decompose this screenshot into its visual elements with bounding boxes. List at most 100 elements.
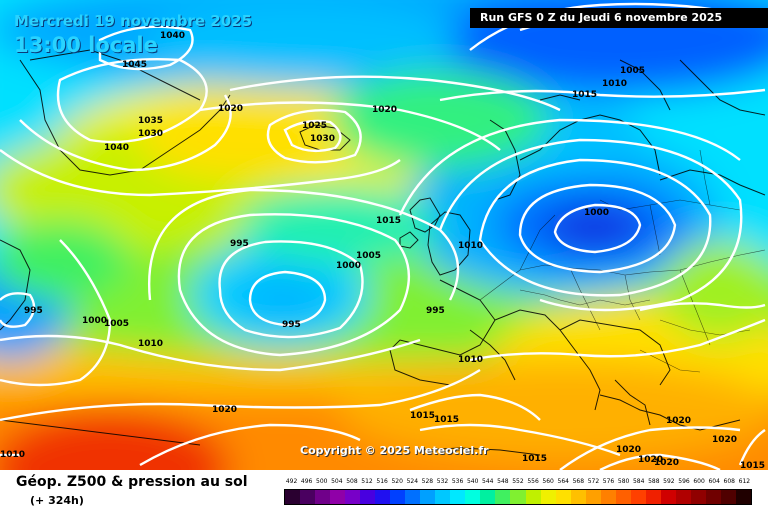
color-scale-swatch bbox=[585, 490, 601, 504]
isobar-label: 1005 bbox=[356, 251, 381, 261]
color-scale-label: 524 bbox=[406, 478, 419, 485]
color-scale-label: 608 bbox=[723, 478, 735, 485]
color-scale-swatch bbox=[375, 490, 391, 504]
color-scale-swatch bbox=[435, 490, 451, 504]
copyright-notice: Copyright © 2025 Meteociel.fr bbox=[300, 444, 489, 457]
color-scale-label: 572 bbox=[587, 478, 600, 485]
isobar-label: 1030 bbox=[310, 134, 335, 144]
isobar-label: 1010 bbox=[138, 339, 163, 349]
color-scale-swatch bbox=[720, 490, 736, 504]
color-scale-swatch bbox=[480, 490, 496, 504]
color-scale-swatch bbox=[465, 490, 481, 504]
color-scale-label: 580 bbox=[617, 478, 630, 485]
color-scale-label: 612 bbox=[738, 478, 751, 485]
country-borders bbox=[479, 149, 766, 373]
isobar-label: 1015 bbox=[740, 461, 765, 470]
isobar-label: 1020 bbox=[654, 458, 679, 468]
color-scale-label: 556 bbox=[527, 478, 539, 485]
isobar-label: 1020 bbox=[666, 416, 691, 426]
isobar-label: 1020 bbox=[638, 455, 663, 465]
color-scale-swatch bbox=[450, 490, 466, 504]
color-scale-labels: 492 496 500 504 508 512 516 520 524 528 532 536 540 5… bbox=[284, 478, 752, 488]
color-scale-label: 532 bbox=[436, 478, 449, 485]
color-scale-swatch bbox=[330, 490, 346, 504]
color-scale-swatch bbox=[630, 490, 646, 504]
isobar-label: 1040 bbox=[160, 31, 185, 41]
color-scale-label: 544 bbox=[482, 478, 494, 485]
color-scale-swatch bbox=[510, 490, 526, 504]
isobar-label: 1020 bbox=[372, 105, 397, 115]
forecast-date: Mercredi 19 novembre 2025 bbox=[14, 12, 253, 30]
isobar-label: 1020 bbox=[616, 445, 641, 455]
color-scale-label: 540 bbox=[466, 478, 479, 485]
isobar-label: 1005 bbox=[104, 319, 129, 329]
color-scale-label: 600 bbox=[693, 478, 705, 485]
color-scale-swatch bbox=[345, 490, 361, 504]
color-scale-label: 560 bbox=[542, 478, 554, 485]
color-scale-swatch bbox=[360, 490, 376, 504]
color-scale-swatch bbox=[570, 490, 586, 504]
isobar-label: 1000 bbox=[584, 208, 609, 218]
isobar-label: 1020 bbox=[712, 435, 737, 445]
isobar-label: 1005 bbox=[620, 66, 645, 76]
color-scale-label: 548 bbox=[497, 478, 509, 485]
isobar-labels: 1040 1045 1035 1030 1040 1020 1025 1030 … bbox=[0, 31, 765, 470]
isobar-label: 1015 bbox=[572, 90, 597, 100]
color-scale-label: 596 bbox=[678, 478, 690, 485]
color-scale-swatch bbox=[540, 490, 556, 504]
color-scale-label: 564 bbox=[557, 478, 569, 485]
isobar-label: 1035 bbox=[138, 116, 163, 126]
color-scale-swatch bbox=[285, 490, 301, 504]
color-scale-swatch bbox=[405, 490, 421, 504]
color-scale-label: 512 bbox=[361, 478, 373, 485]
color-scale-label: 496 bbox=[300, 478, 313, 485]
color-scale-label: 576 bbox=[602, 478, 615, 485]
isobar-label: 1000 bbox=[82, 316, 107, 326]
color-scale-swatch bbox=[645, 490, 661, 504]
isobar-label: 1010 bbox=[0, 450, 25, 460]
color-scale-label: 516 bbox=[376, 478, 388, 485]
color-scale-swatch bbox=[525, 490, 541, 504]
isobar-label: 1020 bbox=[212, 405, 237, 415]
color-scale-label: 508 bbox=[346, 478, 358, 485]
isobar-label: 1010 bbox=[458, 355, 483, 365]
isobar-label: 1030 bbox=[138, 129, 163, 139]
color-scale-label: 536 bbox=[451, 478, 464, 485]
isobar-label: 1015 bbox=[410, 411, 435, 421]
color-scale-bar bbox=[284, 489, 752, 505]
isobar-label: 995 bbox=[426, 306, 445, 316]
color-scale-swatch bbox=[315, 490, 331, 504]
color-scale-label: 500 bbox=[316, 478, 328, 485]
isobar-label: 995 bbox=[282, 320, 301, 330]
legend-title: Géop. Z500 & pression au sol bbox=[16, 474, 248, 490]
color-scale-swatch bbox=[555, 490, 571, 504]
isobar-label: 1045 bbox=[122, 60, 147, 70]
color-scale-label: 568 bbox=[572, 478, 585, 485]
color-scale-label: 492 bbox=[285, 478, 298, 485]
isobar-label: 1025 bbox=[302, 121, 327, 131]
color-scale-label: 584 bbox=[632, 478, 645, 485]
color-scale-swatch bbox=[420, 490, 436, 504]
isobar-label: 1010 bbox=[602, 79, 627, 89]
model-run-info: Run GFS 0 Z du Jeudi 6 novembre 2025 bbox=[470, 8, 768, 28]
color-scale-swatch bbox=[660, 490, 676, 504]
color-scale-swatch bbox=[495, 490, 511, 504]
color-scale-swatch bbox=[735, 490, 751, 504]
isobar-label: 1015 bbox=[376, 216, 401, 226]
color-scale-label: 520 bbox=[391, 478, 403, 485]
color-scale-swatch bbox=[705, 490, 721, 504]
color-scale-swatch bbox=[675, 490, 691, 504]
color-scale-label: 592 bbox=[663, 478, 675, 485]
isobar-label: 1010 bbox=[458, 241, 483, 251]
color-scale-swatch bbox=[300, 490, 316, 504]
isobar-label: 1020 bbox=[218, 104, 243, 114]
legend-subtitle: (+ 324h) bbox=[30, 494, 84, 507]
color-scale-label: 552 bbox=[512, 478, 524, 485]
color-scale-swatch bbox=[615, 490, 631, 504]
color-scale-swatch bbox=[600, 490, 616, 504]
isobar-label: 1015 bbox=[522, 454, 547, 464]
geopotential-map: 1040 1045 1035 1030 1040 1020 1025 1030 … bbox=[0, 0, 768, 470]
color-scale-label: 528 bbox=[421, 478, 434, 485]
forecast-time: 13:00 locale bbox=[14, 33, 158, 57]
